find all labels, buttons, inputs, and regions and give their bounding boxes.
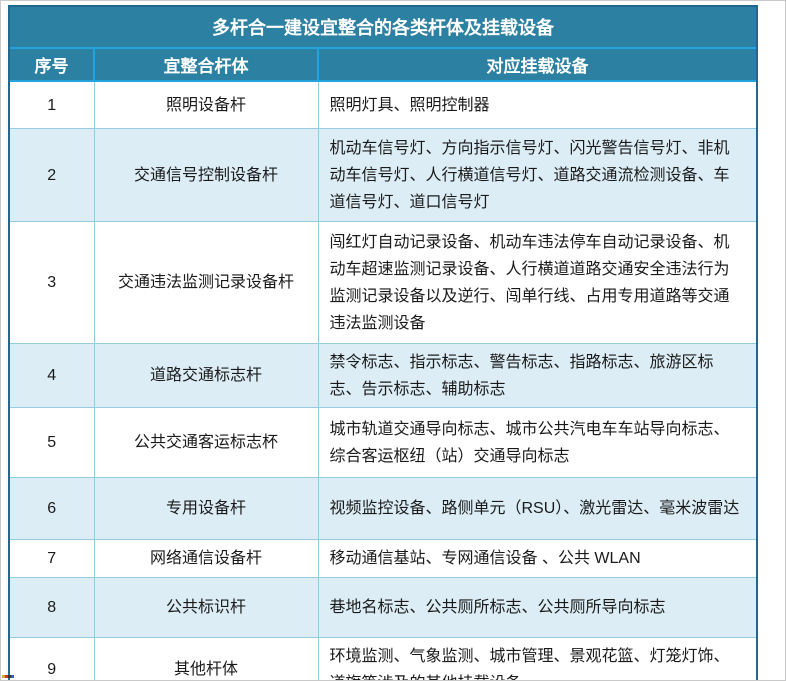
header-row: 序号 宜整合杆体 对应挂载设备 — [10, 48, 756, 82]
table-row: 1 照明设备杆 照明灯具、照明控制器 — [10, 80, 756, 129]
table-title: 多杆合一建设宜整合的各类杆体及挂载设备 — [10, 7, 756, 49]
column-header-pole: 宜整合杆体 — [93, 48, 318, 82]
table-body: 1 照明设备杆 照明灯具、照明控制器 2 交通信号控制设备杆 机动车信号灯、方向… — [10, 80, 756, 680]
cell-serial-number: 6 — [10, 477, 95, 540]
cell-pole-type: 专用设备杆 — [93, 477, 319, 540]
table-row: 3 交通违法监测记录设备杆 闯红灯自动记录设备、机动车违法停车自动记录设备、机动… — [10, 221, 756, 344]
cell-serial-number: 5 — [10, 407, 95, 478]
cell-pole-type: 交通信号控制设备杆 — [93, 128, 319, 222]
table-row: 7 网络通信设备杆 移动通信基站、专网通信设备 、公共 WLAN — [10, 539, 756, 578]
table-row: 5 公共交通客运标志杯 城市轨道交通导向标志、城市公共汽电车车站导向标志、综合客… — [10, 407, 756, 478]
column-header-no: 序号 — [10, 48, 94, 82]
cell-serial-number: 4 — [10, 343, 95, 408]
cell-serial-number: 1 — [10, 80, 95, 129]
cell-serial-number: 9 — [10, 637, 95, 680]
cell-serial-number: 3 — [10, 221, 95, 344]
pole-integration-table: 多杆合一建设宜整合的各类杆体及挂载设备 序号 宜整合杆体 对应挂载设备 1 照明… — [10, 7, 756, 680]
table-row: 4 道路交通标志杆 禁令标志、指示标志、警告标志、指路标志、旅游区标志、告示标志… — [10, 343, 756, 408]
cell-pole-type: 照明设备杆 — [93, 80, 319, 129]
table-head: 多杆合一建设宜整合的各类杆体及挂载设备 序号 宜整合杆体 对应挂载设备 — [10, 7, 756, 82]
bottom-left-artifact — [2, 675, 14, 678]
table-row: 8 公共标识杆 巷地名标志、公共厕所标志、公共厕所导向标志 — [10, 577, 756, 638]
cell-serial-number: 7 — [10, 539, 95, 578]
cell-devices: 闯红灯自动记录设备、机动车违法停车自动记录设备、机动车超速监测记录设备、人行横道… — [317, 221, 756, 344]
cell-devices: 城市轨道交通导向标志、城市公共汽电车车站导向标志、综合客运枢纽（站）交通导向标志 — [317, 407, 756, 478]
table-row: 2 交通信号控制设备杆 机动车信号灯、方向指示信号灯、闪光警告信号灯、非机动车信… — [10, 128, 756, 222]
cell-pole-type: 道路交通标志杆 — [93, 343, 319, 408]
cell-serial-number: 8 — [10, 577, 95, 638]
cell-devices: 巷地名标志、公共厕所标志、公共厕所导向标志 — [317, 577, 756, 638]
cell-devices: 机动车信号灯、方向指示信号灯、闪光警告信号灯、非机动车信号灯、人行横道信号灯、道… — [317, 128, 756, 222]
cell-pole-type: 交通违法监测记录设备杆 — [93, 221, 319, 344]
cell-pole-type: 其他杆体 — [93, 637, 319, 680]
cell-devices: 环境监测、气象监测、城市管理、景观花篮、灯笼灯饰、道旗等涉及的其他挂载设备 — [317, 637, 756, 680]
cell-devices: 视频监控设备、路侧单元（RSU）、激光雷达、毫米波雷达 — [317, 477, 756, 540]
table-row: 6 专用设备杆 视频监控设备、路侧单元（RSU）、激光雷达、毫米波雷达 — [10, 477, 756, 540]
cell-serial-number: 2 — [10, 128, 95, 222]
cell-devices: 照明灯具、照明控制器 — [317, 80, 756, 129]
cell-devices: 禁令标志、指示标志、警告标志、指路标志、旅游区标志、告示标志、辅助标志 — [317, 343, 756, 408]
pole-integration-table-wrap: 多杆合一建设宜整合的各类杆体及挂载设备 序号 宜整合杆体 对应挂载设备 1 照明… — [8, 5, 758, 680]
cell-pole-type: 网络通信设备杆 — [93, 539, 319, 578]
column-header-devices: 对应挂载设备 — [317, 48, 756, 82]
cell-devices: 移动通信基站、专网通信设备 、公共 WLAN — [317, 539, 756, 578]
cell-pole-type: 公共交通客运标志杯 — [93, 407, 319, 478]
cell-pole-type: 公共标识杆 — [93, 577, 319, 638]
table-row: 9 其他杆体 环境监测、气象监测、城市管理、景观花篮、灯笼灯饰、道旗等涉及的其他… — [10, 637, 756, 680]
title-row: 多杆合一建设宜整合的各类杆体及挂载设备 — [10, 7, 756, 49]
